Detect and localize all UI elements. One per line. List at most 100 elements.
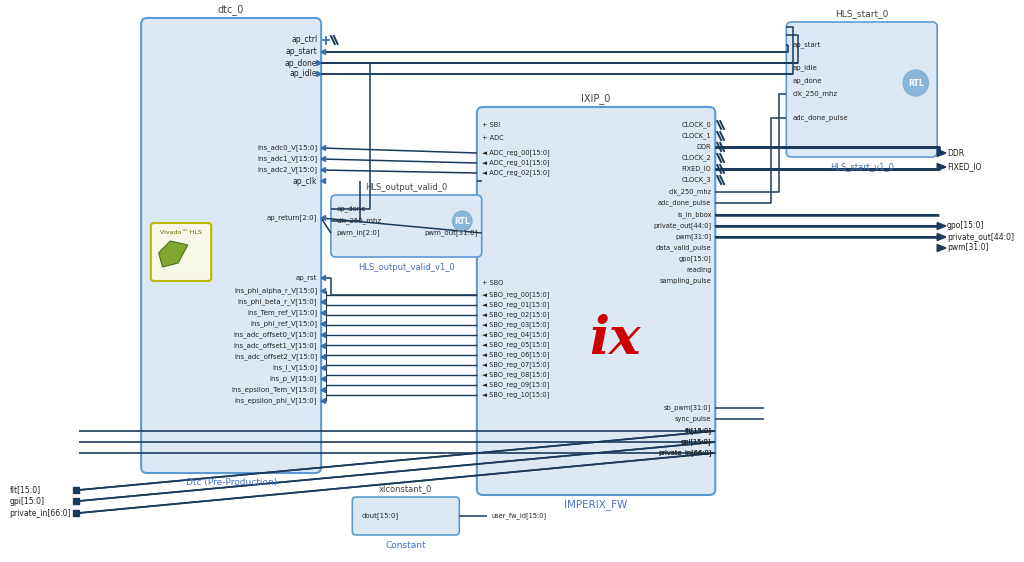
Text: ins_phi_alpha_r_V[15:0]: ins_phi_alpha_r_V[15:0] [234,288,317,294]
Text: ◄ ADC_reg_00[15:0]: ◄ ADC_reg_00[15:0] [481,149,550,156]
Text: HLS_start_v1_0: HLS_start_v1_0 [829,162,894,171]
Text: ins_adc_offset1_V[15:0]: ins_adc_offset1_V[15:0] [233,343,317,350]
Text: ap_done: ap_done [337,206,367,212]
Circle shape [903,70,929,96]
Text: ap_return[2:0]: ap_return[2:0] [267,215,317,221]
Text: reading: reading [686,267,712,273]
Text: sb_pwm[31:0]: sb_pwm[31:0] [665,405,712,411]
Text: dout[15:0]: dout[15:0] [362,513,399,519]
Text: pwm_out[31:0]: pwm_out[31:0] [425,230,478,237]
Text: adc_done_pulse: adc_done_pulse [793,115,848,121]
Text: ◄ SBO_reg_07[15:0]: ◄ SBO_reg_07[15:0] [481,361,549,368]
Text: ap_start: ap_start [286,48,317,57]
Text: clk_250_mhz: clk_250_mhz [337,217,382,224]
Text: sync_pulse: sync_pulse [675,416,712,423]
Text: HLS_output_valid_v1_0: HLS_output_valid_v1_0 [358,262,455,271]
Text: HLS_start_0: HLS_start_0 [835,10,889,19]
Text: + SBO: + SBO [481,280,503,286]
Text: is_in_bbox: is_in_bbox [677,212,712,219]
Polygon shape [937,164,946,170]
Text: private_in[66:0]: private_in[66:0] [658,450,712,456]
Text: clk_250_mhz: clk_250_mhz [793,90,838,97]
Text: IMPERIX_FW: IMPERIX_FW [564,500,628,510]
Text: private_in[66:0]: private_in[66:0] [658,450,712,456]
Text: ap_rst: ap_rst [296,275,317,282]
Text: FIXED_IO: FIXED_IO [947,162,981,171]
Text: flt[15:0]: flt[15:0] [684,428,712,434]
Polygon shape [322,333,326,337]
Text: CLOCK_3: CLOCK_3 [682,176,712,183]
Polygon shape [322,157,326,161]
Text: CLOCK_2: CLOCK_2 [682,155,712,161]
Text: ins_phi_ref_V[15:0]: ins_phi_ref_V[15:0] [250,321,317,328]
Circle shape [453,211,472,231]
Text: ix: ix [590,315,641,365]
Polygon shape [937,244,946,252]
Polygon shape [322,179,326,183]
Text: DDR: DDR [947,148,964,157]
Text: Vivado™ HLS: Vivado™ HLS [160,230,202,235]
Text: CLOCK_0: CLOCK_0 [682,121,712,128]
Text: gpi[15:0]: gpi[15:0] [681,438,712,445]
Text: ap_start: ap_start [793,42,820,48]
Text: IXIP_0: IXIP_0 [582,93,610,105]
Text: private_in[66:0]: private_in[66:0] [10,509,72,518]
Text: private_out[44:0]: private_out[44:0] [653,223,712,229]
Text: ins_epsilon_phi_V[15:0]: ins_epsilon_phi_V[15:0] [234,398,317,405]
Text: sampling_pulse: sampling_pulse [659,278,712,284]
Text: ins_Tem_ref_V[15:0]: ins_Tem_ref_V[15:0] [247,310,317,316]
Text: ap_done: ap_done [793,78,821,84]
Polygon shape [937,149,946,156]
Polygon shape [316,61,322,66]
Text: pwm[31:0]: pwm[31:0] [675,234,712,241]
Text: ◄ SBO_reg_09[15:0]: ◄ SBO_reg_09[15:0] [481,382,549,388]
Text: + ADC: + ADC [481,135,504,141]
Text: ins_adc1_V[15:0]: ins_adc1_V[15:0] [257,156,317,162]
Text: dtc_0: dtc_0 [218,4,245,15]
FancyBboxPatch shape [151,223,211,281]
Text: ap_idle: ap_idle [290,70,317,79]
Text: FIXED_IO: FIXED_IO [682,166,712,173]
Text: ◄ SBO_reg_02[15:0]: ◄ SBO_reg_02[15:0] [481,311,549,319]
Text: gpo[15:0]: gpo[15:0] [679,256,712,262]
Text: gpi[15:0]: gpi[15:0] [10,496,45,505]
Polygon shape [322,275,326,280]
FancyBboxPatch shape [331,195,481,257]
Text: Constant: Constant [385,541,426,550]
Text: ins_adc_offset0_V[15:0]: ins_adc_offset0_V[15:0] [233,332,317,338]
Text: ◄ SBO_reg_04[15:0]: ◄ SBO_reg_04[15:0] [481,332,549,338]
Text: ins_epsilon_Tem_V[15:0]: ins_epsilon_Tem_V[15:0] [231,387,317,393]
Text: ins_phi_beta_r_V[15:0]: ins_phi_beta_r_V[15:0] [238,298,317,305]
Polygon shape [322,355,326,360]
Text: ◄ SBO_reg_00[15:0]: ◄ SBO_reg_00[15:0] [481,292,549,298]
Text: DDR: DDR [696,144,712,150]
Text: xlconstant_0: xlconstant_0 [379,484,432,493]
Text: adc_done_pulse: adc_done_pulse [658,200,712,206]
FancyBboxPatch shape [352,497,460,535]
Text: ap_ctrl: ap_ctrl [291,35,317,44]
Text: ◄ SBO_reg_08[15:0]: ◄ SBO_reg_08[15:0] [481,371,549,378]
Text: HLS_output_valid_0: HLS_output_valid_0 [366,183,447,192]
Text: ins_I_V[15:0]: ins_I_V[15:0] [272,365,317,371]
Polygon shape [322,365,326,370]
Polygon shape [322,167,326,173]
FancyBboxPatch shape [477,107,716,495]
Text: ap_idle: ap_idle [793,65,817,71]
Text: gpo[15:0]: gpo[15:0] [947,221,984,230]
Polygon shape [322,288,326,293]
Text: CLOCK_1: CLOCK_1 [682,133,712,139]
Text: ◄ SBO_reg_05[15:0]: ◄ SBO_reg_05[15:0] [481,342,549,348]
Polygon shape [322,215,326,220]
Text: data_valid_pulse: data_valid_pulse [655,244,712,251]
Text: ◄ SBO_reg_06[15:0]: ◄ SBO_reg_06[15:0] [481,352,549,359]
Text: ap_clk: ap_clk [293,176,317,185]
Polygon shape [322,377,326,382]
Text: gpi[15:0]: gpi[15:0] [681,438,712,445]
Text: + SBI: + SBI [481,122,500,128]
Polygon shape [322,49,326,55]
Polygon shape [159,241,187,267]
Text: pwm[31:0]: pwm[31:0] [947,243,988,252]
FancyBboxPatch shape [786,22,937,157]
Bar [73,498,79,504]
Polygon shape [322,343,326,348]
